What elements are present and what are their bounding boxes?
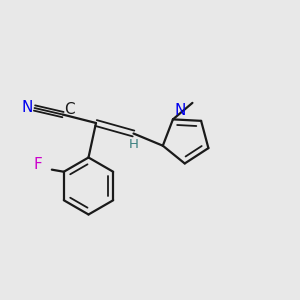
Text: C: C	[64, 102, 75, 117]
Text: F: F	[33, 157, 42, 172]
Text: N: N	[174, 103, 186, 118]
Text: N: N	[22, 100, 33, 115]
Text: H: H	[129, 139, 138, 152]
